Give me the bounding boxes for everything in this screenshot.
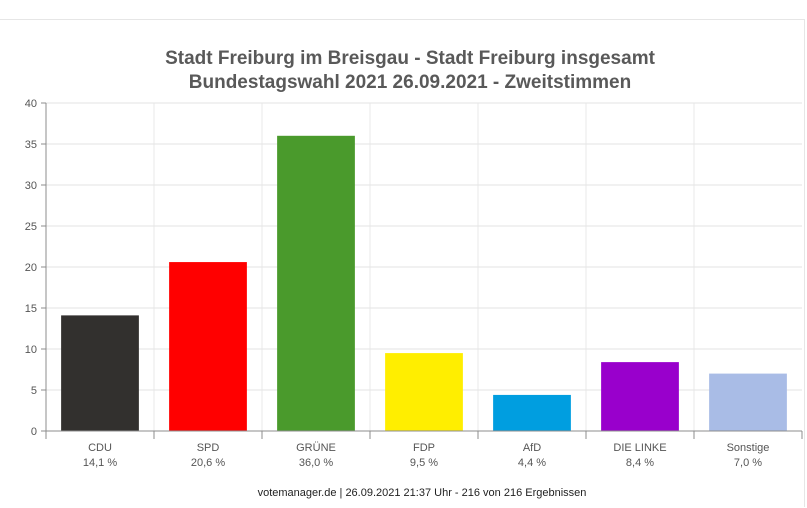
- y-tick-label: 10: [25, 344, 37, 356]
- x-value-label: 14,1 %: [83, 457, 117, 469]
- x-value-label: 20,6 %: [191, 457, 225, 469]
- axes: [41, 102, 803, 439]
- x-value-label: 8,4 %: [626, 457, 654, 469]
- y-tick-label: 30: [25, 180, 37, 192]
- y-tick-label: 15: [25, 303, 37, 315]
- bar-sonstige: [709, 373, 787, 431]
- labels: 0 5 10 15 20 25 30 35 40 CDU 14,1 % SPD 20,6 % GRÜNE 3…: [25, 98, 770, 469]
- y-tick-label: 5: [31, 385, 37, 397]
- y-tick-label: 40: [25, 98, 37, 110]
- bar-die-linke: [601, 362, 679, 431]
- bar-afd: [493, 394, 571, 431]
- y-tick-label: 0: [31, 426, 37, 438]
- x-value-label: 4,4 %: [518, 457, 546, 469]
- x-category-label: SPD: [197, 442, 220, 454]
- bar-gr-ne: [277, 135, 355, 432]
- y-tick-label: 20: [25, 262, 37, 274]
- bars: [61, 135, 787, 432]
- footer-source: votemanager.de | 26.09.2021 21:37 Uhr - …: [258, 487, 587, 499]
- chart-subtitle: Bundestagswahl 2021 26.09.2021 - Zweitst…: [189, 72, 631, 93]
- chart-frame: [0, 19, 805, 507]
- y-tick-label: 25: [25, 221, 37, 233]
- bar-fdp: [385, 353, 463, 431]
- x-category-label: CDU: [88, 442, 112, 454]
- chart-title: Stadt Freiburg im Breisgau - Stadt Freib…: [165, 48, 656, 69]
- x-category-label: AfD: [523, 442, 541, 454]
- bar-spd: [169, 262, 247, 431]
- grid-lines: [46, 102, 802, 431]
- x-value-label: 7,0 %: [734, 457, 762, 469]
- x-category-label: GRÜNE: [296, 442, 336, 454]
- x-value-label: 36,0 %: [299, 457, 333, 469]
- x-value-label: 9,5 %: [410, 457, 438, 469]
- x-category-label: Sonstige: [727, 442, 770, 454]
- x-category-label: FDP: [413, 442, 435, 454]
- bar-cdu: [61, 315, 139, 431]
- x-category-label: DIE LINKE: [613, 442, 666, 454]
- y-tick-label: 35: [25, 139, 37, 151]
